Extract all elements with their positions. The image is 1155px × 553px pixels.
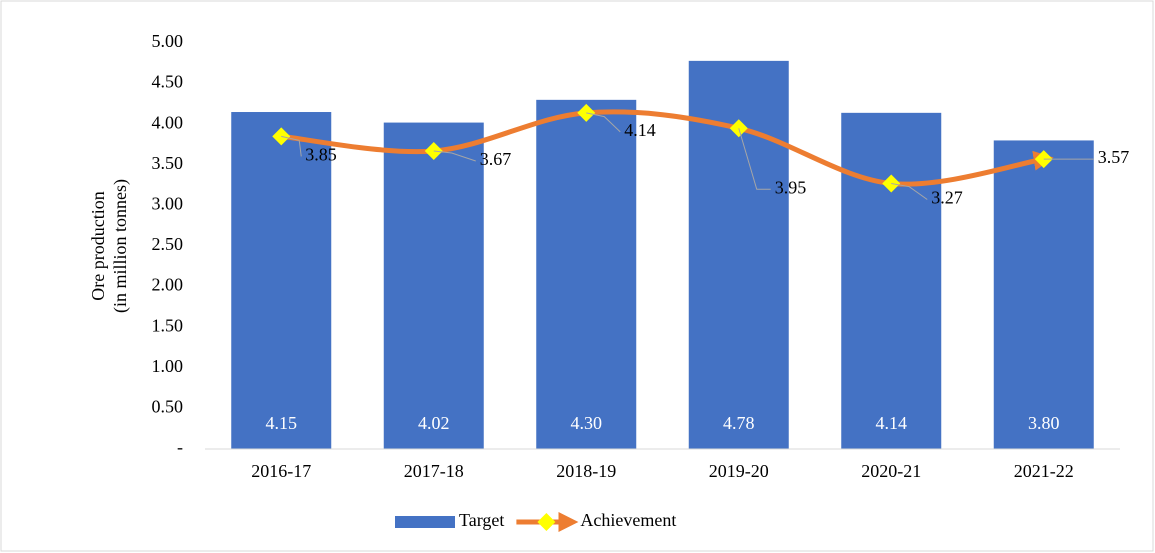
y-tick-label: 3.00 — [152, 194, 184, 214]
leader-line — [586, 112, 621, 133]
bar-value-label: 3.80 — [1028, 413, 1060, 433]
leader-line — [433, 150, 476, 162]
y-tick-label: 2.50 — [152, 234, 184, 254]
bar — [536, 99, 637, 449]
y-tick-label: 3.50 — [152, 153, 184, 173]
y-axis-title-line: (in million tonnes) — [110, 179, 131, 313]
y-tick-label: 2.00 — [152, 275, 184, 295]
leader-line — [281, 135, 302, 157]
x-tick-label: 2020-21 — [861, 461, 921, 481]
y-tick-label: 4.00 — [152, 112, 184, 132]
x-tick-label: 2021-22 — [1014, 461, 1074, 481]
y-axis-title-line: Ore production — [88, 191, 108, 300]
bar-value-label: 4.30 — [571, 413, 603, 433]
line-value-label: 4.14 — [624, 120, 656, 140]
bar-value-label: 4.15 — [266, 413, 298, 433]
line-value-label: 3.95 — [775, 177, 807, 197]
y-tick-label: 4.50 — [152, 72, 184, 92]
line-value-label: 3.67 — [480, 149, 512, 169]
bar — [383, 122, 484, 450]
bar — [993, 140, 1094, 449]
y-tick-label: 1.00 — [152, 356, 184, 376]
y-tick-label: 1.50 — [152, 315, 184, 335]
legend-label: Achievement — [580, 510, 676, 530]
leader-line — [738, 128, 771, 190]
bar-value-label: 4.14 — [876, 413, 908, 433]
y-tick-label: 0.50 — [152, 397, 184, 417]
leader-line — [891, 182, 928, 200]
x-tick-label: 2018-19 — [556, 461, 616, 481]
legend-label: Target — [459, 510, 504, 530]
legend-swatch — [395, 516, 455, 528]
bar — [231, 112, 332, 450]
line-value-label: 3.85 — [305, 145, 337, 165]
x-tick-label: 2019-20 — [709, 461, 769, 481]
line-value-label: 3.57 — [1098, 147, 1130, 167]
y-tick-label: 5.00 — [152, 31, 184, 51]
y-tick-label: - — [177, 437, 183, 457]
x-tick-label: 2016-17 — [251, 461, 311, 481]
bar-value-label: 4.78 — [723, 413, 755, 433]
line-value-label: 3.27 — [931, 188, 963, 208]
bar-value-label: 4.02 — [418, 413, 450, 433]
legend-marker — [537, 513, 556, 531]
bar — [841, 112, 942, 449]
x-tick-label: 2017-18 — [404, 461, 464, 481]
line — [281, 109, 1054, 187]
y-axis-title: Ore production (in million tonnes) — [88, 179, 131, 313]
